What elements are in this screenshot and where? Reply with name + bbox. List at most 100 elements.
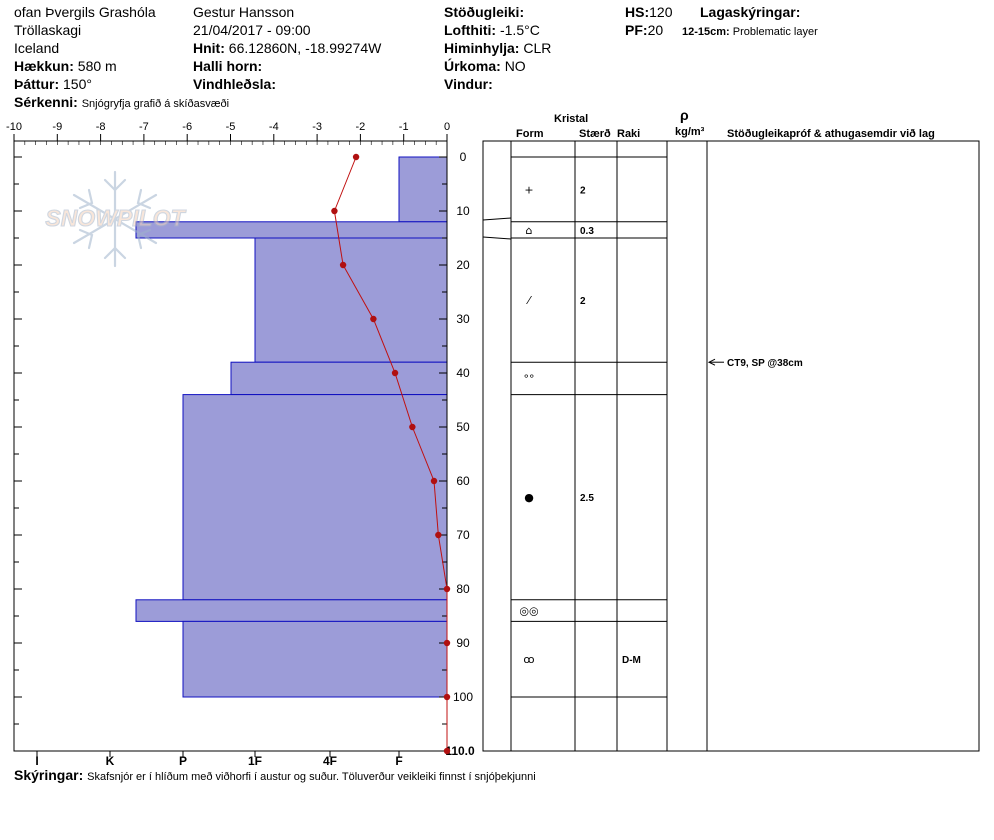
temperature-point (443, 747, 451, 755)
temp-tick-label: -9 (52, 121, 62, 133)
stability-label: Stöðugleiki: (444, 4, 525, 20)
hardness-tick-label: F (395, 754, 402, 768)
moisture-value: D-M (622, 655, 641, 666)
arrowhead-icon (707, 358, 716, 366)
footer-notes-label: Skýringar: (14, 767, 84, 783)
temperature-point (370, 315, 377, 323)
grain-size-value: 0.3 (580, 226, 594, 237)
hardness-tick-label: 1F (248, 754, 262, 768)
temp-tick-label: -1 (399, 121, 409, 133)
hardness-layers (135, 156, 448, 698)
temperature-point (352, 153, 360, 161)
depth-tick-label: 80 (456, 582, 470, 596)
air-temperature: Lofthiti: -1.5°C (444, 22, 540, 38)
country-name: Iceland (14, 40, 60, 56)
hardness-bar (398, 156, 448, 223)
temp-tick-label: -8 (96, 121, 106, 133)
chart-frames: -10 -9 -8 -7 -6 -5 -4 -3 -2 -1 0010203040506070809… (6, 121, 475, 768)
precipitation: Úrkoma: NO (444, 58, 526, 74)
hardness-tick-label: K (106, 754, 115, 768)
grain-size-value: 2.5 (580, 493, 594, 504)
temperature-line (333, 156, 448, 751)
wind-label: Vindur: (444, 76, 493, 92)
hardness-bar (254, 237, 448, 363)
slope-label: Halli horn: (193, 58, 263, 74)
size-header: Stærð (579, 128, 611, 140)
rho-header: ρ (680, 107, 689, 123)
layer-note: 12-15cm: Problematic layer (682, 24, 818, 40)
layer-note-range: 12-15cm: (682, 26, 730, 38)
stability-test-label: CT9, SP @38cm (727, 358, 803, 369)
watermark-text: SNOWPILOT (45, 205, 186, 231)
layer-note-text: Problematic layer (732, 26, 818, 38)
snow-height: HS:120 (625, 4, 672, 20)
elevation-label: Hækkun: (14, 58, 74, 74)
layer-notes-label: Lagaskýringar: (700, 4, 801, 20)
temperature-point (331, 207, 338, 215)
stability: Stöðugleiki: (444, 4, 524, 20)
temperature-point (430, 477, 438, 485)
temp-tick-label: -10 (6, 121, 22, 133)
grain-form-symbol: ◎◎ (519, 605, 538, 618)
air-temp-label: Lofthiti: (444, 22, 497, 38)
temperature-point (409, 423, 416, 431)
grain-size-value: 2 (580, 185, 586, 196)
location-name: ofan Þvergils Grashóla (14, 4, 156, 20)
hardness-bar (135, 599, 448, 622)
sky-cover: Himinhylja: CLR (444, 40, 551, 56)
pf-value: 20 (647, 22, 664, 38)
hs-label: HS: (625, 4, 650, 20)
depth-tick-label: 40 (456, 366, 470, 380)
features-label: Sérkenni: (14, 94, 78, 110)
depth-tick-label: 90 (456, 636, 470, 650)
temp-tick-label: -2 (356, 121, 366, 133)
features: Sérkenni: Snjógryfja grafið á skíðasvæði (14, 94, 229, 112)
precip-value: NO (504, 58, 526, 74)
depth-tick-label: 30 (456, 312, 470, 326)
temp-tick-label: -5 (226, 121, 236, 133)
temperature-point (443, 585, 451, 593)
temperature-point (443, 639, 451, 647)
hs-value: 120 (649, 4, 673, 20)
coords-label: Hnit: (193, 40, 225, 56)
table-frame (482, 140, 980, 752)
form-header: Form (516, 128, 544, 140)
snowpilot-logo: SNOWPILOT (45, 170, 187, 268)
slope-angle: Halli horn: (193, 58, 262, 74)
aspect-value: 150° (63, 76, 92, 92)
precip-label: Úrkoma: (444, 58, 501, 74)
foot-penetration: PF:20 (625, 22, 663, 38)
observation-datetime: 21/04/2017 - 09:00 (193, 22, 311, 38)
hardness-tick-label: I (35, 754, 38, 768)
snowflake-icon (72, 170, 158, 268)
temp-tick-label: -3 (312, 121, 322, 133)
footer-notes-text: Skafsnjór er í hlíðum með viðhorfi í aus… (87, 771, 536, 783)
aspect-label: Þáttur: (14, 76, 60, 92)
layer-table: +2 ⌂ 0.3 ⁄ 2 °° ● 2.5 ◎◎ ꝏ D-M CT9, SP @38cm (482, 140, 980, 752)
pf-label: PF: (625, 22, 648, 38)
layer-connector (482, 217, 512, 221)
depth-tick-label: 10 (456, 204, 470, 218)
sky-label: Himinhylja: (444, 40, 520, 56)
wind-loading: Vindhleðsla: (193, 76, 276, 92)
depth-tick-label: 0 (460, 150, 467, 164)
comments-header: Stöðugleikapróf & athugasemdir við lag (727, 128, 935, 140)
grain-form-symbol: ⁄ (525, 294, 532, 307)
aspect: Þáttur: 150° (14, 76, 92, 92)
temp-tick-label: -4 (269, 121, 279, 133)
grain-form-symbol: ● (524, 491, 534, 504)
density-unit-header: kg/m³ (675, 126, 705, 138)
temp-tick-label: 0 (444, 121, 450, 133)
hardness-bar (182, 620, 448, 698)
temperature-profile (331, 153, 451, 755)
hardness-bar (182, 394, 448, 601)
moisture-header: Raki (617, 128, 641, 140)
depth-tick-label: 50 (456, 420, 470, 434)
temperature-point (339, 261, 347, 269)
features-value: Snjógryfja grafið á skíðasvæði (81, 98, 230, 110)
coords-value: 66.12860N, -18.99274W (228, 40, 382, 56)
depth-tick-label: 100 (453, 690, 473, 704)
grain-form-symbol: + (524, 183, 533, 196)
hardness-tick-label: P (179, 754, 187, 768)
